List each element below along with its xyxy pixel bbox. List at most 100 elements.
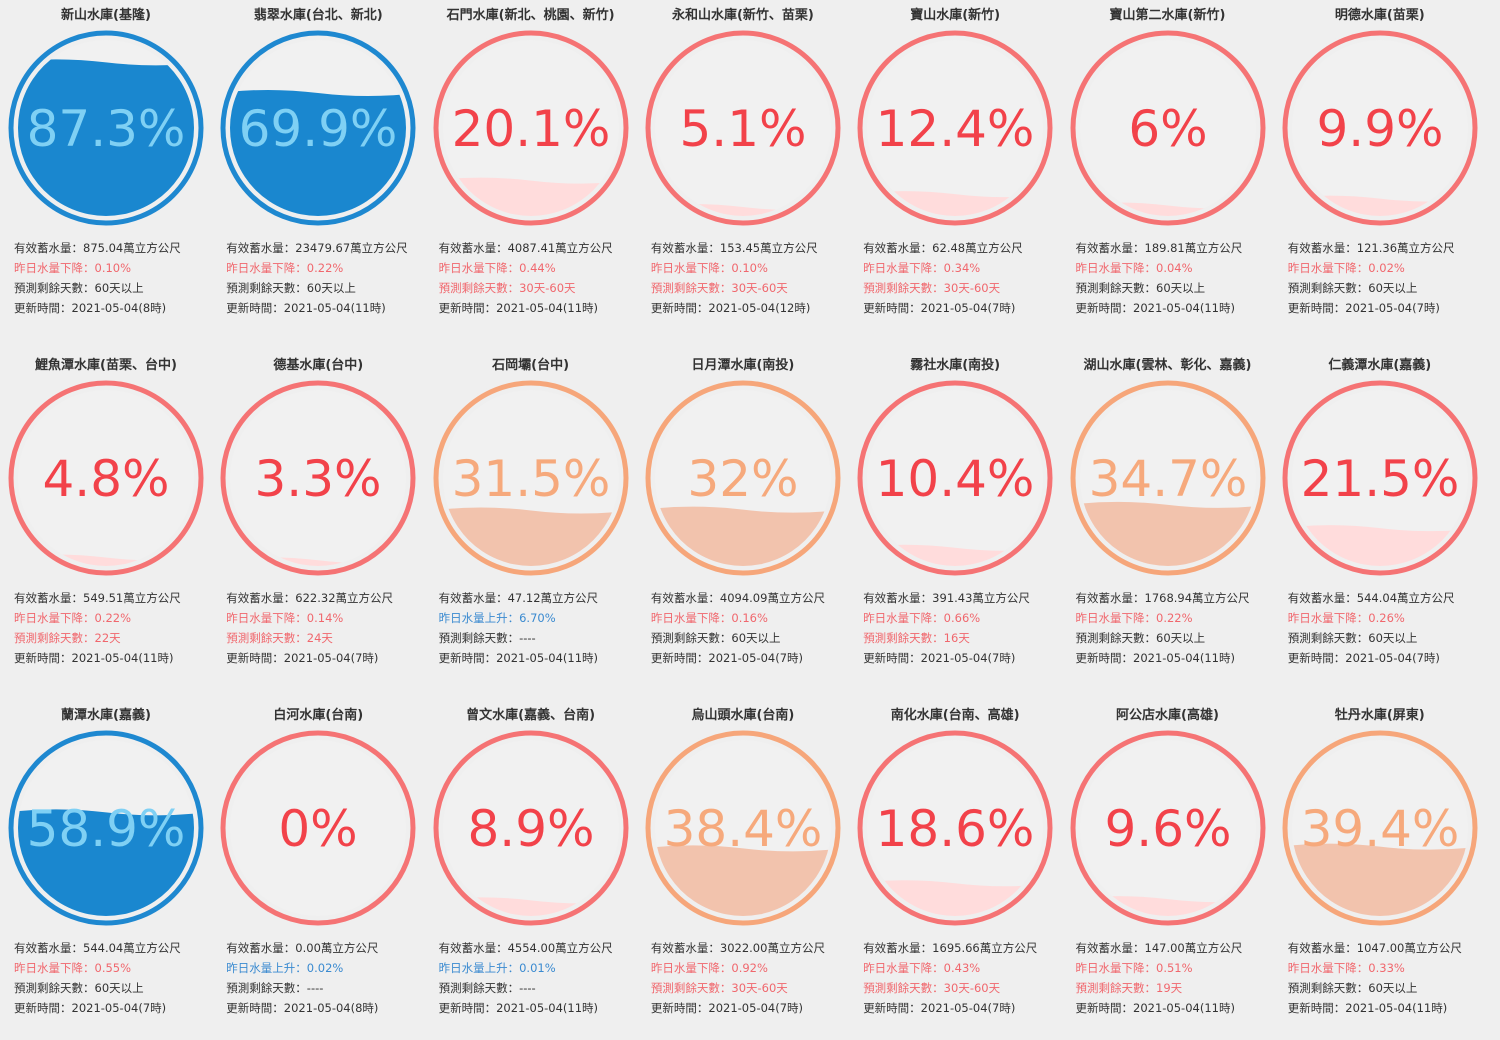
storage-text: 有效蓄水量：3022.00萬立方公尺 <box>650 941 825 955</box>
change-text: 昨日水量上升：6.70% <box>438 611 556 625</box>
reservoir-name: 翡翠水庫(台北、新北) <box>253 8 383 23</box>
days-remaining-text: 預測剩餘天數：---- <box>226 981 324 995</box>
change-text: 昨日水量下降：0.51% <box>1075 961 1193 975</box>
storage-text: 有效蓄水量：153.45萬立方公尺 <box>650 241 818 255</box>
days-remaining-text: 預測剩餘天數：60天以上 <box>1287 981 1418 995</box>
water-level-gauge: 20.1% <box>430 28 631 228</box>
water-level-gauge: 18.6% <box>855 728 1056 928</box>
storage-text: 有效蓄水量：121.36萬立方公尺 <box>1287 241 1455 255</box>
reservoir-card: 寶山第二水庫(新竹) 6% 有效蓄水量：189.81萬立方公尺 昨日水量下降：0.04… <box>1062 0 1274 340</box>
storage-text: 有效蓄水量：62.48萬立方公尺 <box>863 241 1023 255</box>
water-fill <box>867 191 1044 216</box>
reservoir-card: 南化水庫(台南、高雄) 18.6% 有效蓄水量：1695.66萬立方公尺 昨日水量下降… <box>849 700 1061 1040</box>
days-remaining-text: 預測剩餘天數：60天以上 <box>226 281 356 295</box>
reservoir-name: 石門水庫(新北、桃園、新竹) <box>446 8 615 23</box>
change-text: 昨日水量下降：0.26% <box>1287 611 1405 625</box>
percent-label: 4.8% <box>42 450 169 508</box>
water-level-gauge: 6% <box>1067 28 1268 228</box>
days-remaining-text: 預測剩餘天數：30天-60天 <box>438 281 576 295</box>
days-remaining-text: 預測剩餘天數：---- <box>438 981 536 995</box>
change-text: 昨日水量下降：0.33% <box>1287 961 1405 975</box>
storage-text: 有效蓄水量：391.43萬立方公尺 <box>863 591 1030 605</box>
water-level-gauge: 87.3% <box>6 28 206 228</box>
reservoir-info: 有效蓄水量：875.04萬立方公尺 昨日水量下降：0.10% 預測剩餘天數：60天以… <box>14 238 210 318</box>
storage-text: 有效蓄水量：622.32萬立方公尺 <box>226 591 394 605</box>
reservoir-name: 蘭潭水庫(嘉義) <box>61 708 151 723</box>
reservoir-name: 永和山水庫(新竹、苗栗) <box>671 8 814 23</box>
reservoir-name: 霧社水庫(南投) <box>910 358 1001 373</box>
reservoir-card: 石岡壩(台中) 31.5% 有效蓄水量：47.12萬立方公尺 昨日水量上升：6.70%… <box>425 350 637 690</box>
updated-time-text: 更新時間：2021-05-04(12時) <box>650 301 811 315</box>
percent-label: 18.6% <box>876 800 1035 858</box>
water-level-gauge: 3.3% <box>218 378 419 578</box>
days-remaining-text: 預測剩餘天數：---- <box>438 631 536 645</box>
percent-label: 8.9% <box>467 800 594 858</box>
reservoir-name: 寶山水庫(新竹) <box>910 8 1001 23</box>
change-text: 昨日水量下降：0.02% <box>1287 261 1405 275</box>
reservoir-info: 有效蓄水量：4087.41萬立方公尺 昨日水量下降：0.44% 預測剩餘天數：30天… <box>439 238 635 318</box>
reservoir-card: 翡翠水庫(台北、新北) 69.9% 有效蓄水量：23479.67萬立方公尺 昨日水量下… <box>212 0 424 340</box>
reservoir-info: 有效蓄水量：189.81萬立方公尺 昨日水量下降：0.04% 預測剩餘天數：60天以… <box>1076 238 1272 318</box>
storage-text: 有效蓄水量：1768.94萬立方公尺 <box>1075 591 1250 605</box>
reservoir-info: 有效蓄水量：4094.09萬立方公尺 昨日水量下降：0.16% 預測剩餘天數：60天… <box>651 588 847 668</box>
percent-label: 10.4% <box>876 450 1035 508</box>
storage-text: 有效蓄水量：189.81萬立方公尺 <box>1075 241 1243 255</box>
percent-label: 6% <box>1128 100 1207 158</box>
reservoir-card: 阿公店水庫(高雄) 9.6% 有效蓄水量：147.00萬立方公尺 昨日水量下降：0.5… <box>1062 700 1274 1040</box>
percent-label: 69.9% <box>239 100 398 158</box>
percent-label: 87.3% <box>27 100 186 158</box>
reservoir-info: 有效蓄水量：1768.94萬立方公尺 昨日水量下降：0.22% 預測剩餘天數：60天… <box>1076 588 1272 668</box>
percent-label: 0% <box>279 800 358 858</box>
change-text: 昨日水量下降：0.34% <box>863 261 981 275</box>
storage-text: 有效蓄水量：23479.67萬立方公尺 <box>226 241 408 255</box>
change-text: 昨日水量下降：0.43% <box>863 961 981 975</box>
water-fill <box>867 880 1044 916</box>
water-fill <box>18 809 194 916</box>
storage-text: 有效蓄水量：1047.00萬立方公尺 <box>1287 941 1462 955</box>
updated-time-text: 更新時間：2021-05-04(11時) <box>438 651 599 665</box>
change-text: 昨日水量下降：0.10% <box>14 261 132 275</box>
days-remaining-text: 預測剩餘天數：22天 <box>14 631 121 645</box>
change-text: 昨日水量下降：0.14% <box>226 611 344 625</box>
reservoir-card: 明德水庫(苗栗) 9.9% 有效蓄水量：121.36萬立方公尺 昨日水量下降：0.02… <box>1274 0 1486 340</box>
percent-label: 21.5% <box>1300 450 1459 508</box>
days-remaining-text: 預測剩餘天數：24天 <box>226 631 333 645</box>
reservoir-info: 有效蓄水量：62.48萬立方公尺 昨日水量下降：0.34% 預測剩餘天數：30天-6… <box>863 238 1059 318</box>
water-level-gauge: 5.1% <box>642 28 843 228</box>
reservoir-name: 牡丹水庫(屏東) <box>1334 708 1425 723</box>
percent-label: 34.7% <box>1088 450 1247 508</box>
updated-time-text: 更新時間：2021-05-04(7時) <box>863 301 1016 315</box>
days-remaining-text: 預測剩餘天數：30天-60天 <box>650 281 788 295</box>
water-level-gauge: 34.7% <box>1067 378 1268 578</box>
days-remaining-text: 預測剩餘天數：30天-60天 <box>863 281 1001 295</box>
storage-text: 有效蓄水量：0.00萬立方公尺 <box>226 941 379 955</box>
water-level-gauge: 32% <box>642 378 843 578</box>
updated-time-text: 更新時間：2021-05-04(7時) <box>1287 651 1440 665</box>
water-level-gauge: 38.4% <box>642 728 843 928</box>
water-level-gauge: 39.4% <box>1279 728 1480 928</box>
change-text: 昨日水量上升：0.02% <box>226 961 344 975</box>
updated-time-text: 更新時間：2021-05-04(7時) <box>863 651 1016 665</box>
storage-text: 有效蓄水量：4094.09萬立方公尺 <box>650 591 825 605</box>
percent-label: 20.1% <box>451 100 610 158</box>
water-level-gauge: 8.9% <box>430 728 631 928</box>
storage-text: 有效蓄水量：4087.41萬立方公尺 <box>438 241 613 255</box>
storage-text: 有效蓄水量：47.12萬立方公尺 <box>438 591 599 605</box>
reservoir-card: 德基水庫(台中) 3.3% 有效蓄水量：622.32萬立方公尺 昨日水量下降：0.14… <box>212 350 424 690</box>
updated-time-text: 更新時間：2021-05-04(7時) <box>650 651 804 665</box>
storage-text: 有效蓄水量：549.51萬立方公尺 <box>14 591 181 605</box>
reservoir-name: 白河水庫(台南) <box>273 708 364 723</box>
reservoir-card: 白河水庫(台南) 0% 有效蓄水量：0.00萬立方公尺 昨日水量上升：0.02% 預測剩… <box>212 700 424 1040</box>
reservoir-card: 蘭潭水庫(嘉義) 58.9% 有效蓄水量：544.04萬立方公尺 昨日水量下降：0.5… <box>0 700 212 1040</box>
reservoir-info: 有效蓄水量：0.00萬立方公尺 昨日水量上升：0.02% 預測剩餘天數：---- 更新… <box>226 938 422 1018</box>
water-level-gauge: 21.5% <box>1279 378 1480 578</box>
water-level-gauge: 4.8% <box>6 378 206 578</box>
reservoir-info: 有效蓄水量：147.00萬立方公尺 昨日水量下降：0.51% 預測剩餘天數：19天更… <box>1076 938 1272 1018</box>
change-text: 昨日水量下降：0.22% <box>14 611 132 625</box>
reservoir-card: 寶山水庫(新竹) 12.4% 有效蓄水量：62.48萬立方公尺 昨日水量下降：0.34… <box>849 0 1061 340</box>
percent-label: 3.3% <box>255 450 382 508</box>
reservoir-card: 湖山水庫(雲林、彰化、嘉義) 34.7% 有效蓄水量：1768.94萬立方公尺 昨日水… <box>1062 350 1274 690</box>
reservoir-name: 新山水庫(基隆) <box>61 8 151 23</box>
reservoir-name: 南化水庫(台南、高雄) <box>890 708 1020 723</box>
